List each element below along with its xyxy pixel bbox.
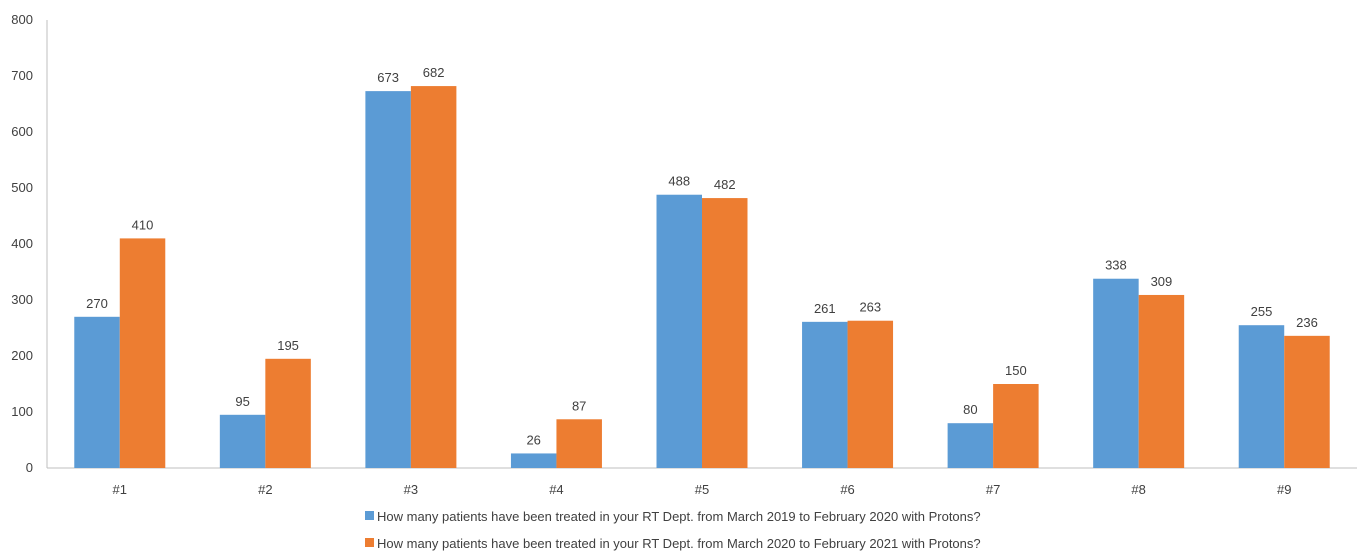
data-label: 261 <box>814 301 836 316</box>
y-tick-label: 0 <box>26 460 33 475</box>
bar-series-2-n6 <box>847 320 894 468</box>
data-label: 488 <box>668 174 690 189</box>
data-label: 150 <box>1005 363 1027 378</box>
bar-series-2-n5 <box>702 198 748 468</box>
data-label: 682 <box>423 65 445 80</box>
data-label: 80 <box>963 402 977 417</box>
data-label: 95 <box>235 394 249 409</box>
bar-series-1-n8 <box>1093 278 1139 468</box>
x-tick-label: #8 <box>1131 482 1145 497</box>
bar-series-2-n9 <box>1284 335 1330 468</box>
x-tick-label: #7 <box>986 482 1000 497</box>
bar-series-2-n7 <box>993 384 1039 468</box>
y-tick-label: 200 <box>11 348 33 363</box>
bar-series-1-n3 <box>365 91 411 469</box>
bar-series-2-n3 <box>410 86 457 468</box>
x-tick-label: #1 <box>113 482 127 497</box>
data-label: 26 <box>526 432 540 447</box>
bar-series-2-n1 <box>119 238 166 468</box>
bar-series-1-n9 <box>1238 325 1285 468</box>
y-tick-label: 700 <box>11 68 33 83</box>
bar-series-1-n4 <box>510 453 557 468</box>
bar-series-2-n8 <box>1138 294 1185 468</box>
data-label: 236 <box>1296 315 1318 330</box>
legend: How many patients have been treated in y… <box>365 509 981 551</box>
x-axis: #1 #2 #3 #4 #5 #6 #7 #8 #9 <box>47 467 1357 497</box>
bar-series-1-n1 <box>74 316 120 468</box>
legend-label: How many patients have been treated in y… <box>377 509 981 524</box>
data-label: 195 <box>277 338 299 353</box>
data-labels: 270 410 95 195 673 682 26 87 488 482 261 263 80 150 33… <box>86 65 1318 447</box>
x-tick-label: #6 <box>840 482 854 497</box>
x-tick-label: #4 <box>549 482 563 497</box>
y-tick-label: 800 <box>11 12 33 27</box>
bars <box>74 86 1330 469</box>
data-label: 410 <box>132 217 154 232</box>
bar-series-2-n2 <box>265 358 311 468</box>
data-label: 482 <box>714 177 736 192</box>
data-label: 87 <box>572 398 586 413</box>
data-label: 263 <box>859 300 881 315</box>
bar-series-1-n2 <box>219 414 266 468</box>
bar-series-1-n6 <box>802 321 848 468</box>
data-label: 338 <box>1105 258 1127 273</box>
legend-swatch <box>365 538 374 547</box>
data-label: 309 <box>1151 274 1173 289</box>
y-tick-label: 500 <box>11 180 33 195</box>
data-label: 255 <box>1251 304 1273 319</box>
y-tick-label: 600 <box>11 124 33 139</box>
x-tick-label: #2 <box>258 482 272 497</box>
bar-series-1-n5 <box>656 194 702 468</box>
data-label: 673 <box>377 70 399 85</box>
y-axis: 0 100 200 300 400 500 600 700 800 <box>11 12 48 475</box>
bar-series-1-n7 <box>947 423 994 468</box>
y-tick-label: 400 <box>11 236 33 251</box>
y-tick-label: 100 <box>11 404 33 419</box>
y-tick-label: 300 <box>11 292 33 307</box>
data-label: 270 <box>86 296 108 311</box>
x-tick-label: #9 <box>1277 482 1291 497</box>
x-tick-label: #5 <box>695 482 709 497</box>
bar-series-2-n4 <box>556 419 602 468</box>
x-tick-label: #3 <box>404 482 418 497</box>
legend-swatch <box>365 511 374 520</box>
legend-label: How many patients have been treated in y… <box>377 536 981 551</box>
